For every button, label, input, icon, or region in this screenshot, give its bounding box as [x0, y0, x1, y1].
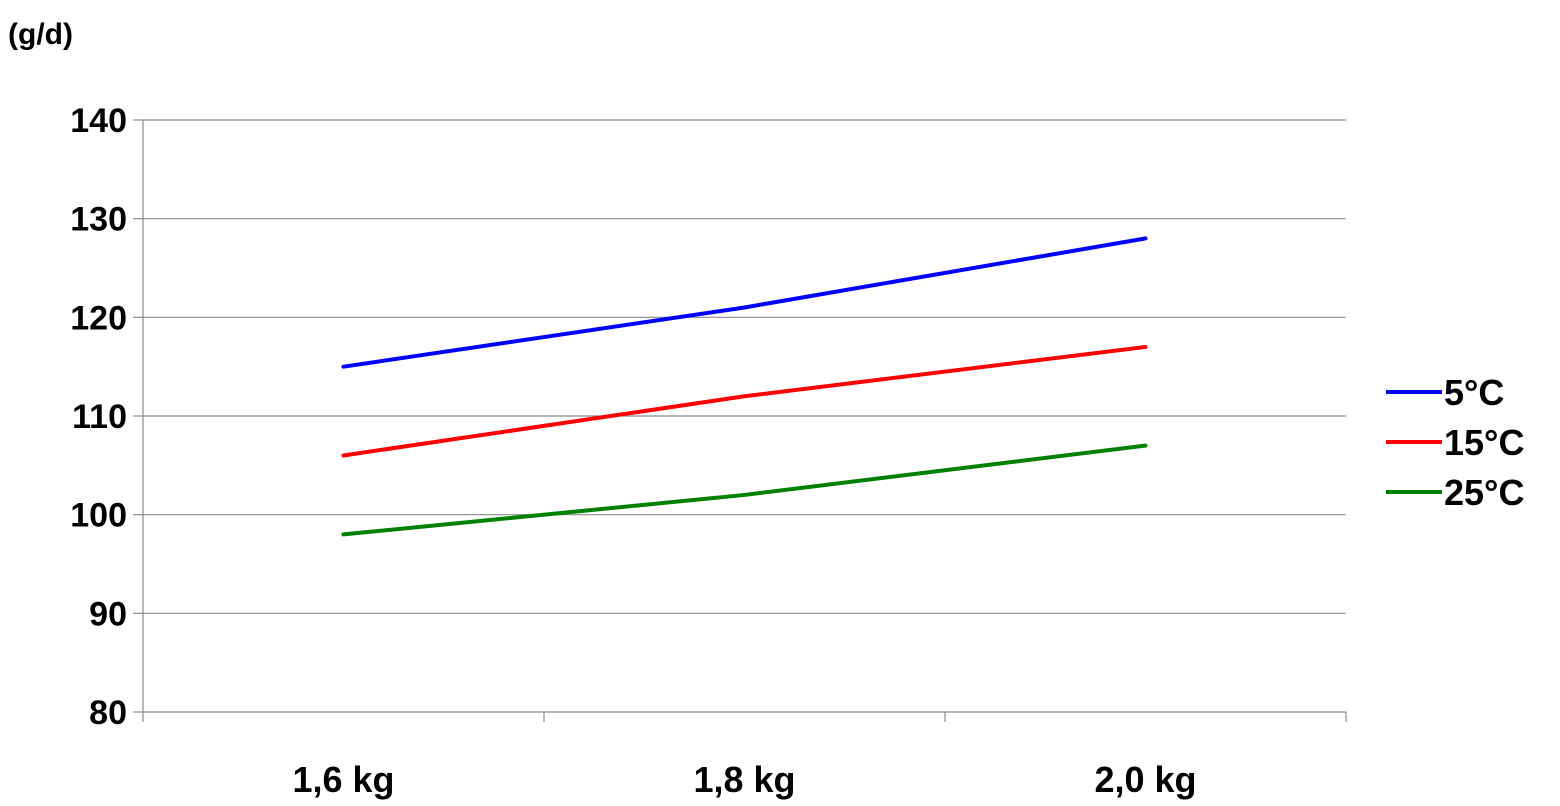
y-tick-label: 110 [72, 398, 127, 436]
legend-label: 15°C [1444, 422, 1524, 463]
y-tick-label: 130 [70, 201, 127, 239]
y-axis-unit-label: (g/d) [8, 18, 73, 51]
legend: 5°C 15°C 25°C [1386, 372, 1524, 513]
y-tick-labels: 80 90 100 110 120 130 140 [70, 102, 127, 732]
y-tick-label: 120 [70, 299, 127, 337]
axes [133, 119, 1347, 722]
series-line-15c [341, 344, 1148, 458]
gridlines [143, 119, 1346, 614]
x-tick-label: 1,6 kg [292, 759, 394, 800]
x-tick-label: 1,8 kg [693, 759, 795, 800]
series-lines [341, 236, 1148, 537]
x-tick-label: 2,0 kg [1094, 759, 1196, 800]
series-line-25c [341, 443, 1148, 537]
y-tick-label: 100 [70, 497, 127, 535]
series-line-5c [341, 236, 1148, 369]
legend-label: 25°C [1444, 472, 1524, 513]
legend-label: 5°C [1444, 372, 1504, 413]
y-tick-label: 140 [70, 102, 127, 140]
y-tick-label: 80 [89, 694, 127, 732]
x-tick-labels: 1,6 kg 1,8 kg 2,0 kg [292, 759, 1196, 800]
y-tick-label: 90 [89, 595, 127, 633]
